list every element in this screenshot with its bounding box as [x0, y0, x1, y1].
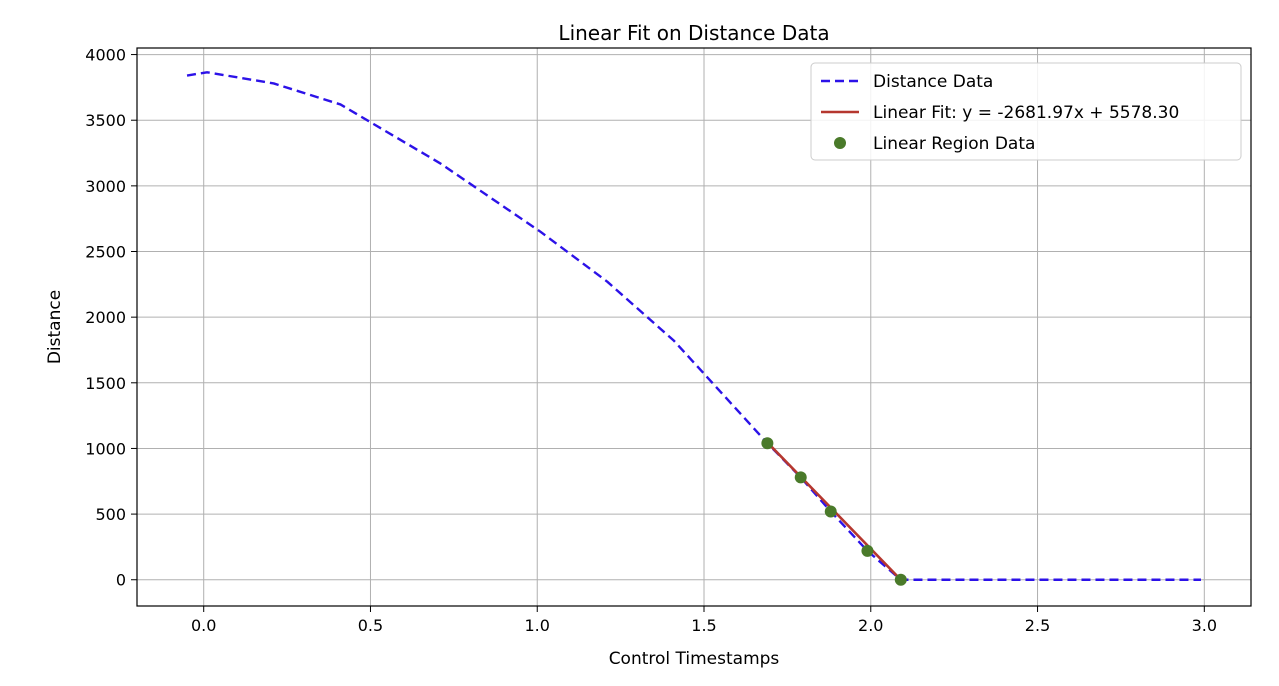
linear-region-point — [761, 437, 774, 450]
legend-box — [810, 62, 1242, 161]
x-tick-label: 2.0 — [858, 616, 883, 635]
x-axis-ticks: 0.0 0.5 1.0 1.5 2.0 2.5 3.0 — [191, 606, 1217, 635]
y-axis-ticks: 0 500 1000 1500 2000 2500 3000 3500 4000 — [85, 46, 137, 590]
linear-region-point — [794, 471, 807, 484]
linear-region-point — [861, 544, 874, 557]
y-tick-label: 4000 — [85, 46, 126, 65]
x-tick-label: 1.5 — [691, 616, 716, 635]
x-tick-label: 2.5 — [1025, 616, 1050, 635]
legend-marker-swatch — [834, 137, 846, 149]
plot-series — [186, 71, 1201, 586]
y-tick-label: 3500 — [85, 111, 126, 130]
chart-title: Linear Fit on Distance Data — [558, 21, 829, 45]
y-tick-label: 3000 — [85, 177, 126, 196]
y-tick-label: 2000 — [85, 308, 126, 327]
x-tick-label: 3.0 — [1192, 616, 1217, 635]
y-tick-label: 2500 — [85, 243, 126, 262]
legend-entry-label: Distance Data — [873, 72, 993, 92]
legend-entry-label: Linear Fit: y = -2681.97x + 5578.30 — [873, 103, 1179, 123]
y-tick-label: 1500 — [85, 374, 126, 393]
x-axis-label: Control Timestamps — [609, 649, 780, 669]
x-tick-label: 1.0 — [525, 616, 550, 635]
linear-region-point — [894, 573, 907, 586]
x-tick-label: 0.5 — [358, 616, 383, 635]
y-tick-label: 500 — [95, 505, 126, 524]
x-tick-label: 0.0 — [191, 616, 216, 635]
y-tick-label: 1000 — [85, 439, 126, 458]
legend: Distance Data Linear Fit: y = -2681.97x +… — [810, 62, 1242, 161]
legend-entry-label: Linear Region Data — [873, 134, 1035, 154]
y-axis-label: Distance — [45, 290, 65, 364]
linear-region-point — [824, 505, 837, 518]
y-tick-label: 0 — [116, 571, 126, 590]
plot-area-frame — [136, 47, 1252, 607]
